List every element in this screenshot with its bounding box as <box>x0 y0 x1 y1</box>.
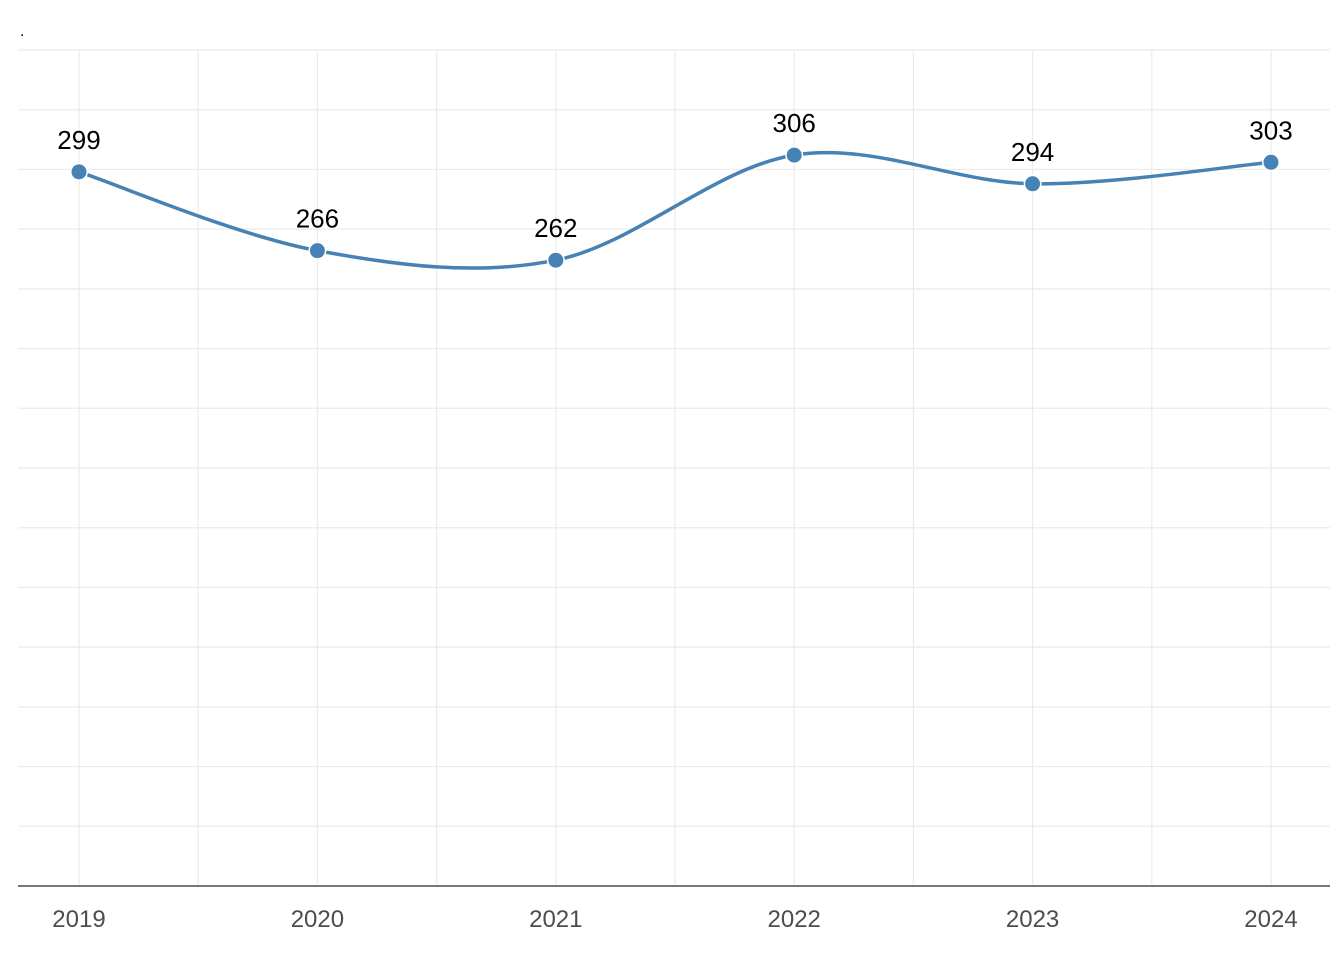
series-layer: 299 266 262 306 294 303 <box>57 108 1293 270</box>
data-label: 306 <box>773 108 816 138</box>
data-label: 299 <box>57 125 100 155</box>
data-point <box>786 147 802 163</box>
data-label: 303 <box>1249 115 1292 145</box>
data-point <box>309 243 325 259</box>
x-tick-label: 2021 <box>529 906 582 933</box>
data-label: 294 <box>1011 137 1054 167</box>
grid <box>18 49 1330 886</box>
x-tick-label: 2020 <box>291 906 344 933</box>
x-tick-label: 2022 <box>768 906 821 933</box>
data-point <box>1025 176 1041 192</box>
data-label: 266 <box>296 204 339 234</box>
data-point <box>71 164 87 180</box>
x-tick-label: 2019 <box>52 906 105 933</box>
x-axis-ticks: 2019 2020 2021 2022 2023 2024 <box>52 906 1297 933</box>
series-line <box>77 150 1273 270</box>
data-point <box>1263 154 1279 170</box>
data-label: 262 <box>534 213 577 243</box>
chart-title: . <box>20 23 24 40</box>
x-tick-label: 2023 <box>1006 906 1059 933</box>
x-tick-label: 2024 <box>1244 906 1297 933</box>
data-point <box>548 252 564 268</box>
